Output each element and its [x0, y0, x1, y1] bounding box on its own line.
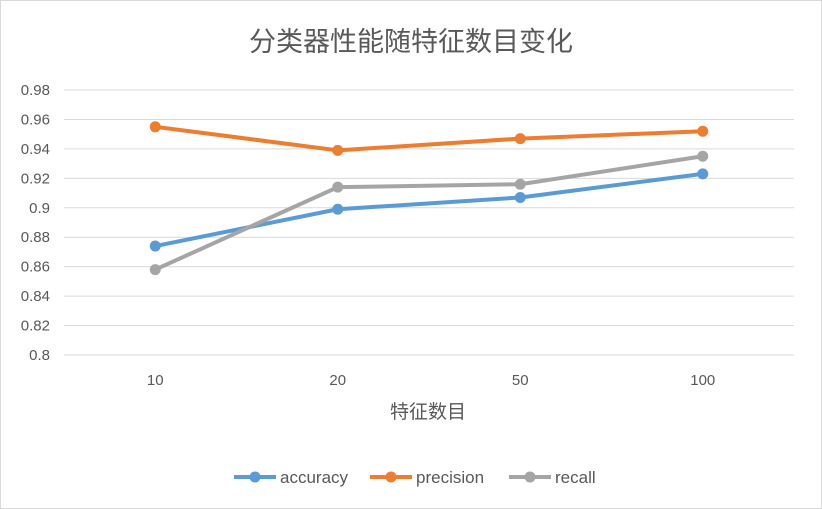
legend-label: recall [555, 468, 596, 487]
data-point [149, 240, 161, 252]
series-recall [149, 150, 709, 276]
gridlines [64, 89, 794, 356]
y-axis-ticks: 0.98 0.96 0.94 0.92 0.9 0.88 0.86 0.84 0.82 0.8 [21, 82, 50, 364]
x-tick-label: 100 [690, 372, 715, 389]
y-tick-label: 0.94 [21, 141, 50, 158]
x-tick-label: 20 [329, 372, 346, 389]
series-accuracy [149, 168, 709, 252]
chart-title: 分类器性能随特征数目变化 [249, 27, 573, 58]
data-point [332, 144, 344, 156]
legend-item: precision [370, 468, 484, 487]
legend-item: recall [509, 468, 596, 487]
y-tick-label: 0.96 [21, 111, 50, 128]
data-point [149, 264, 161, 276]
data-point [514, 133, 526, 145]
series-precision [149, 121, 709, 156]
y-tick-label: 0.8 [29, 347, 50, 364]
data-point [514, 191, 526, 203]
data-point [149, 121, 161, 133]
y-tick-label: 0.98 [21, 82, 50, 99]
series-lines [149, 121, 709, 276]
legend-label: precision [416, 468, 484, 487]
x-tick-label: 10 [147, 372, 164, 389]
y-tick-label: 0.84 [21, 288, 50, 305]
data-point [332, 181, 344, 193]
y-tick-label: 0.9 [29, 200, 50, 217]
data-point [697, 150, 709, 162]
data-point [697, 125, 709, 137]
legend-swatch-marker [385, 471, 397, 483]
series-line [153, 154, 705, 272]
x-axis-ticks: 10 20 50 100 [147, 372, 715, 389]
y-tick-label: 0.92 [21, 170, 50, 187]
x-axis-title: 特征数目 [390, 401, 466, 423]
data-point [332, 203, 344, 215]
y-tick-label: 0.86 [21, 259, 50, 276]
data-point [697, 168, 709, 180]
x-tick-label: 50 [512, 372, 529, 389]
data-point [514, 178, 526, 190]
legend-item: accuracy [234, 468, 349, 487]
series-line [153, 124, 705, 153]
y-tick-label: 0.82 [21, 318, 50, 335]
legend-swatch-marker [249, 471, 261, 483]
legend: accuracy precision recall [234, 468, 596, 487]
legend-swatch-marker [524, 471, 536, 483]
y-tick-label: 0.88 [21, 229, 50, 246]
legend-label: accuracy [280, 468, 349, 487]
